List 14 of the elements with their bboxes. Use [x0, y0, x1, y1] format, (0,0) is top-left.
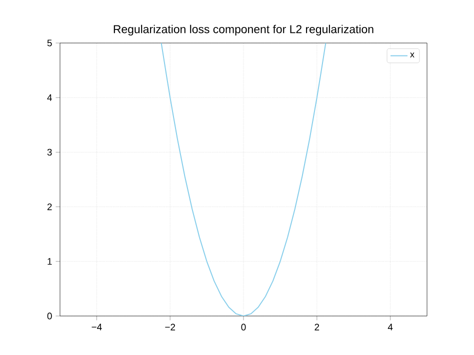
- y-tick-label: 0: [47, 312, 52, 320]
- x-tick-label: −4: [92, 324, 102, 330]
- y-tick-label: 4: [47, 94, 52, 101]
- legend-label: x: [410, 52, 414, 58]
- x-tick-label: 0: [241, 324, 246, 330]
- line-series: [160, 43, 326, 316]
- y-tick-label: 2: [47, 203, 52, 210]
- x-tick-label: 2: [314, 324, 320, 330]
- chart-title: Regularization loss component for L2 regularization: [114, 24, 374, 36]
- x-tick-label: 4: [388, 324, 393, 330]
- x-tick-label: −2: [165, 324, 176, 330]
- y-tick-label: 5: [47, 40, 52, 46]
- y-tick-label: 1: [48, 258, 52, 265]
- y-tick-label: 3: [47, 148, 52, 156]
